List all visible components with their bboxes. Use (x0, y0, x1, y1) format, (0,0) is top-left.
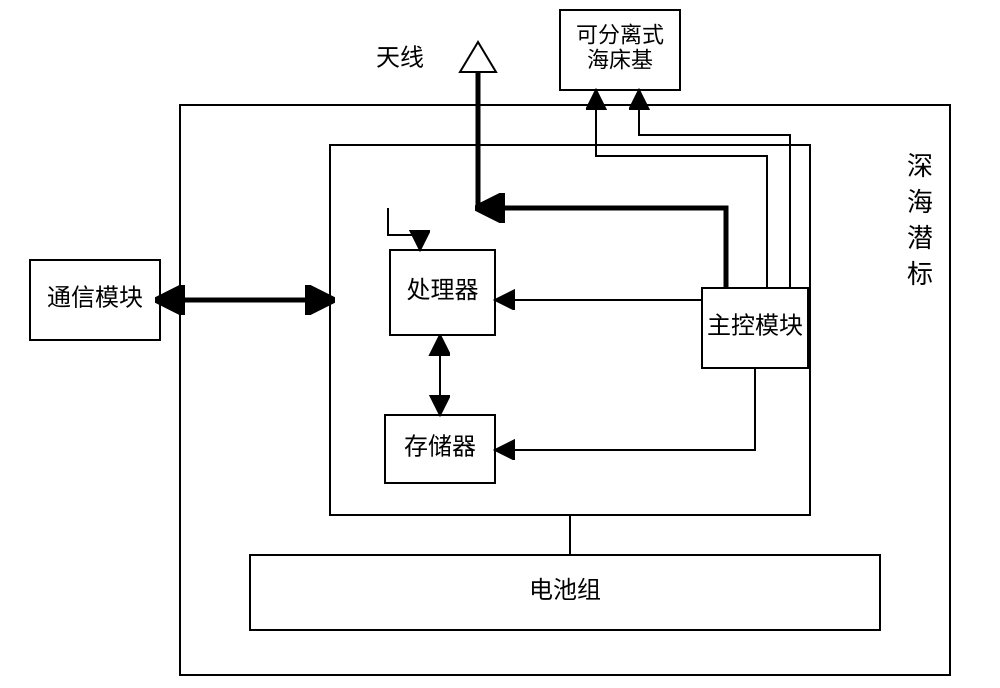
antenna-icon (460, 42, 496, 72)
diagram-root: 通信模块 可分离式海床基处理器存储器 主控模块电池组 天线深海潜标 (0, 0, 1000, 688)
buoy-vertical-label: 海 (907, 188, 933, 217)
storage-box-label: 存储器 (404, 434, 476, 461)
comm-module-box-label: 通信模块 (47, 285, 143, 312)
processor-box-label: 处理器 (407, 277, 479, 304)
main-ctrl-box-label: 主控模块 (707, 313, 803, 340)
buoy-vertical-label: 标 (907, 260, 933, 289)
buoy-vertical-label: 深 (907, 152, 933, 181)
seabed-base-box-label: 海床基 (587, 48, 653, 73)
buoy-vertical-label: 潜 (907, 224, 933, 253)
diagram-layer: 通信模块 可分离式海床基处理器存储器 主控模块电池组 天线深海潜标 (30, 10, 950, 675)
antenna-label: 天线 (376, 45, 424, 72)
seabed-base-box-label: 可分离式 (576, 22, 664, 47)
battery-box-label: 电池组 (529, 577, 601, 604)
